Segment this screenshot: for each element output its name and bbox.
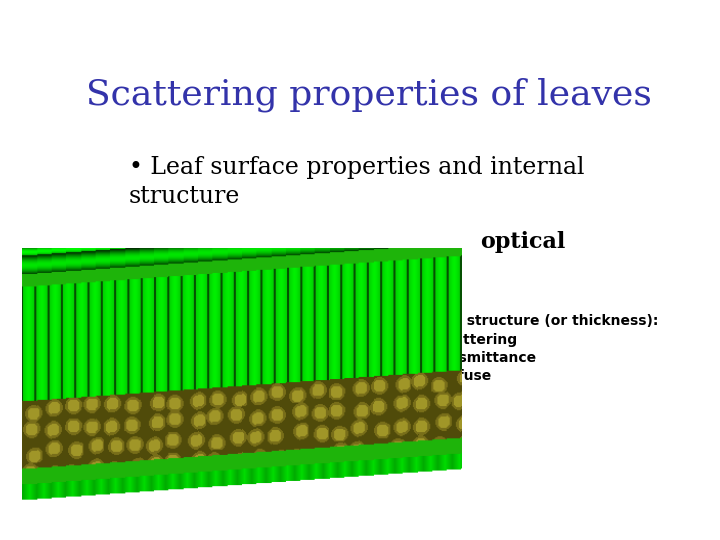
- Text: More complex structure (or thickness):
      - more scattering
   - lower transm: More complex structure (or thickness): -…: [352, 314, 659, 383]
- Text: Dicotyledon leaf  structure: Dicotyledon leaf structure: [163, 435, 311, 445]
- Text: • Leaf surface properties and internal
structure: • Leaf surface properties and internal s…: [129, 156, 585, 208]
- Text: optical: optical: [481, 231, 566, 253]
- Text: Scattering properties of leaves: Scattering properties of leaves: [86, 77, 652, 112]
